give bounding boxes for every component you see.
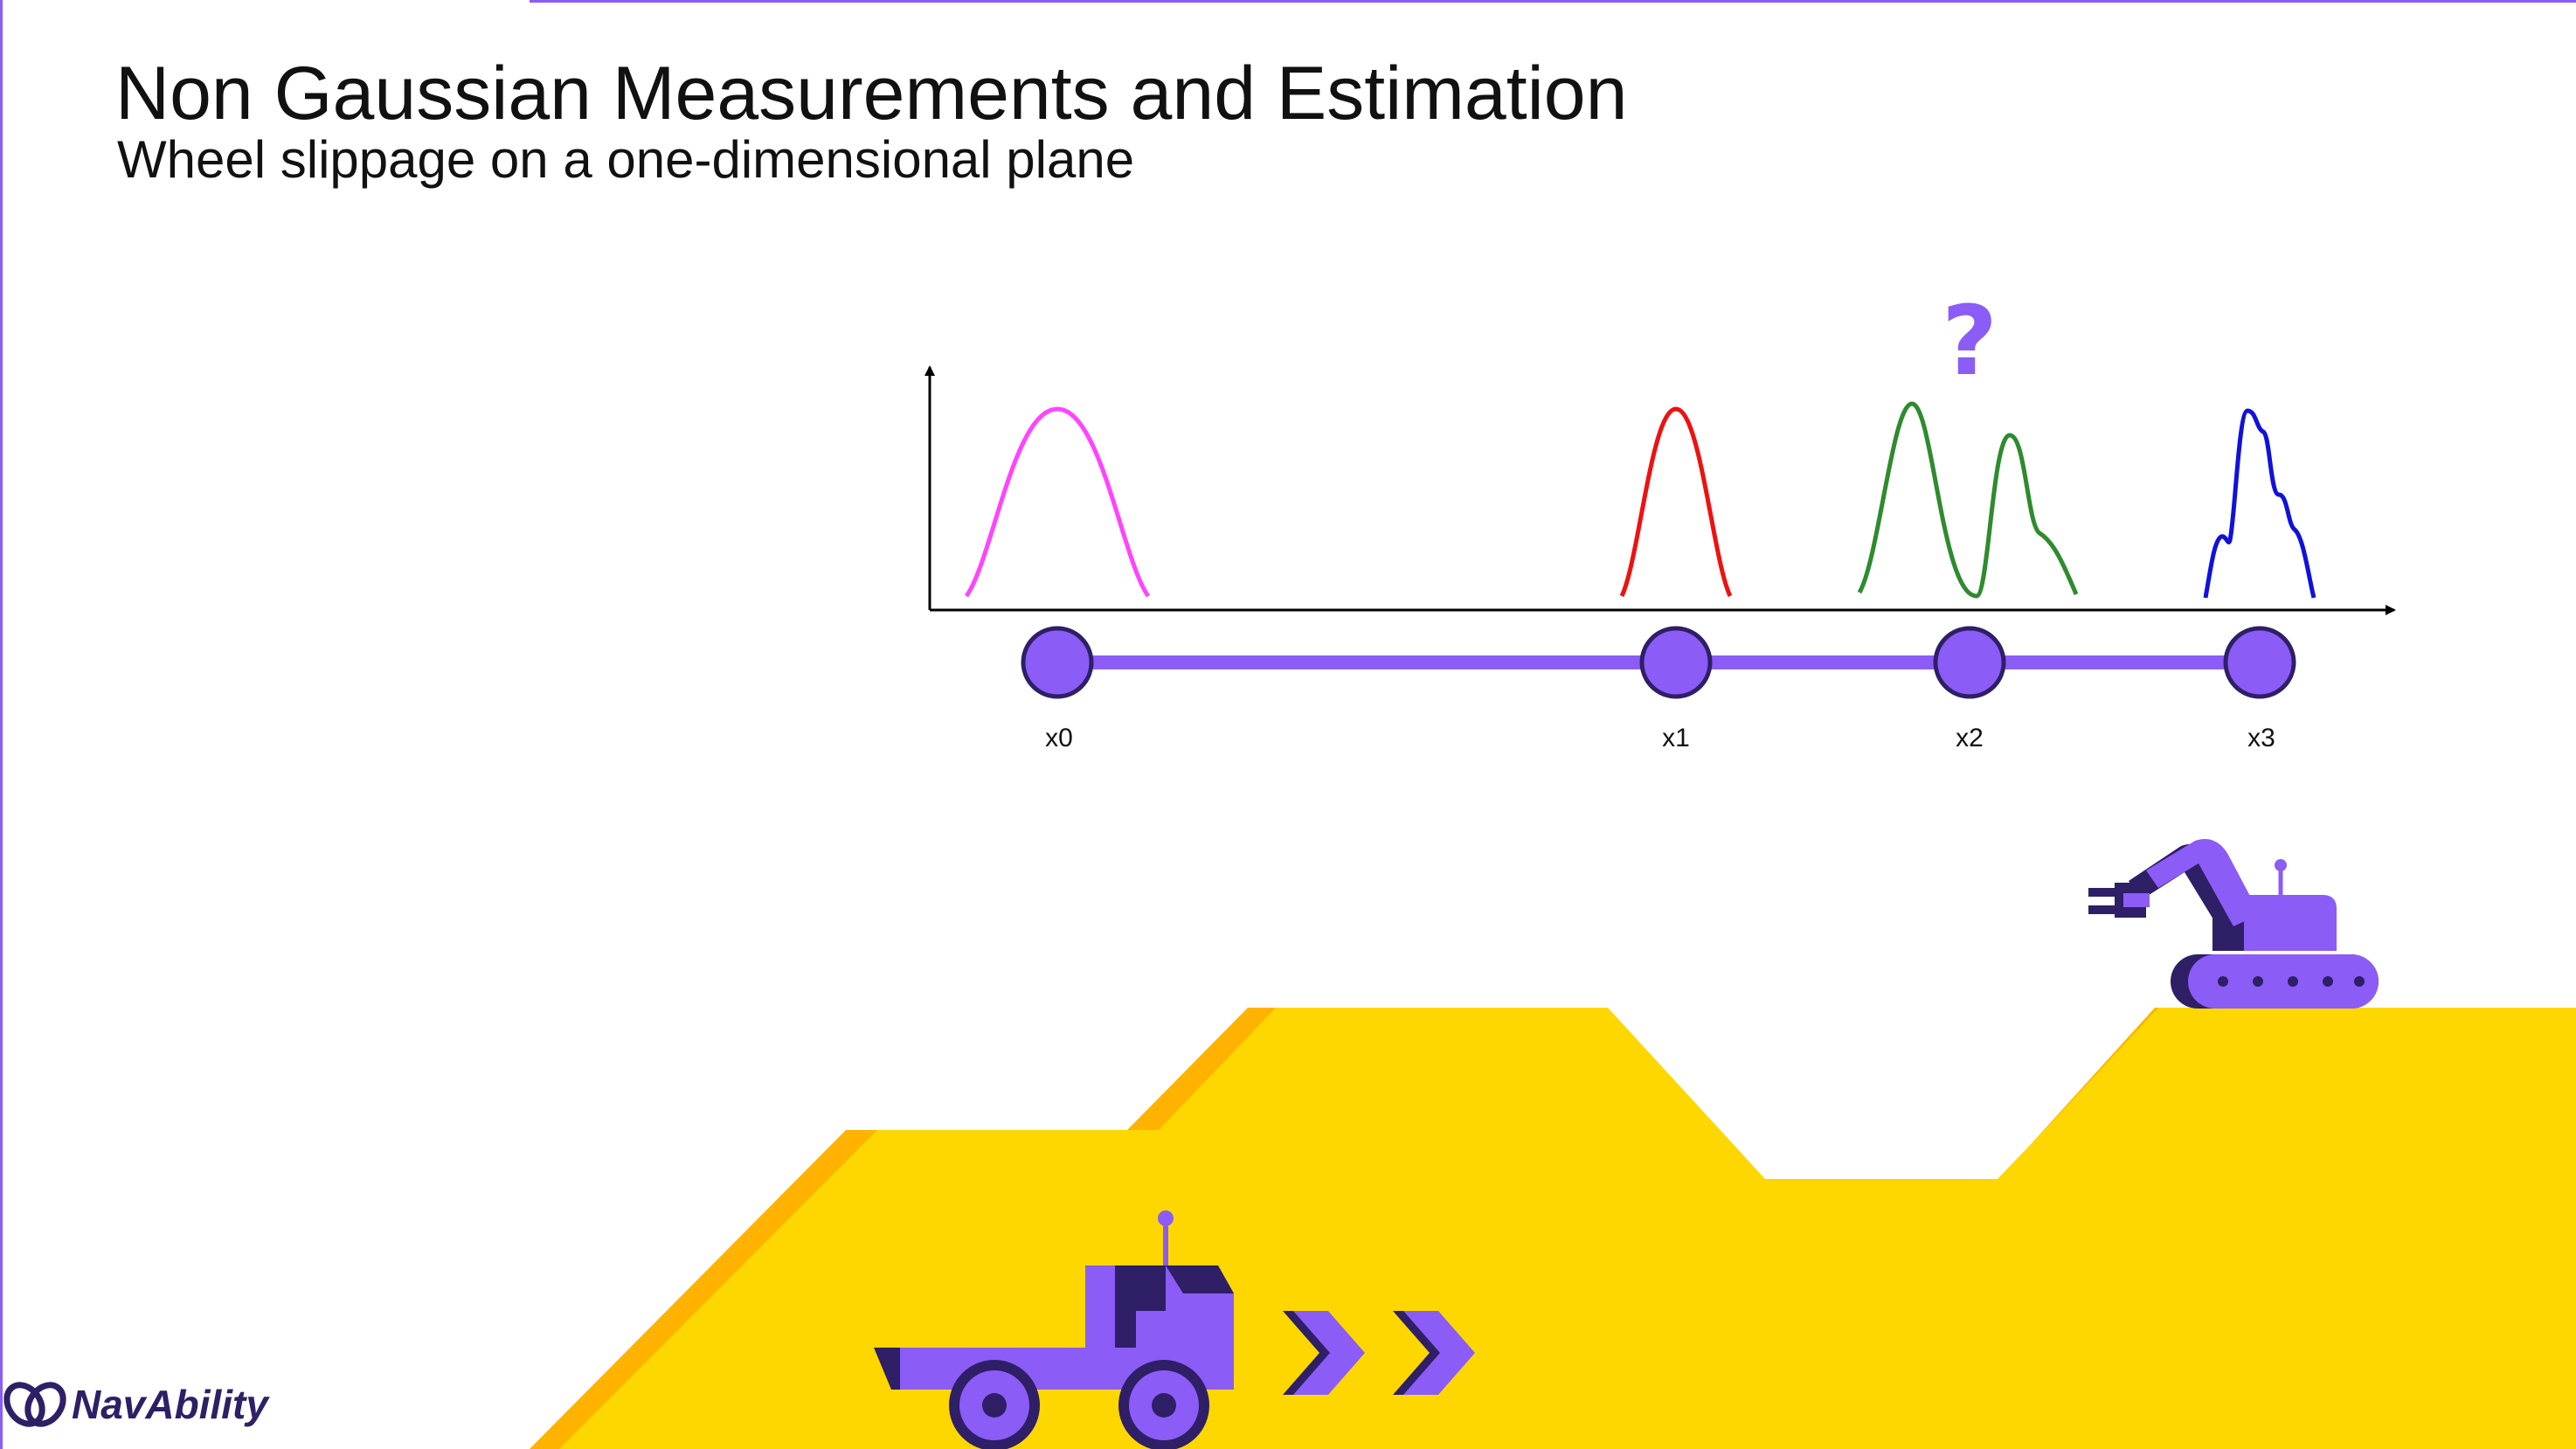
page-subtitle: Wheel slippage on a one-dimensional plan… [117, 130, 1135, 189]
navability-logo-text: NavAbility [72, 1382, 268, 1427]
navability-knot-icon [3, 1382, 66, 1427]
motion-chevrons-icon [1283, 1311, 1475, 1395]
node-x1[interactable] [1639, 626, 1713, 699]
truck-icon [874, 1210, 1234, 1449]
node-x2[interactable] [1933, 626, 2006, 699]
frame-left-border [0, 0, 3, 1449]
node-label-x3: x3 [2247, 724, 2275, 752]
node-label-x0: x0 [1045, 724, 1073, 752]
terrain [530, 1008, 2576, 1449]
plot-axes [924, 365, 2396, 615]
robot-arm-icon [2088, 839, 2379, 1009]
node-x0[interactable] [1021, 626, 1094, 699]
x1-distribution-curve [1619, 406, 1733, 598]
node-label-x2: x2 [1956, 724, 1984, 752]
page-title: Non Gaussian Measurements and Estimation [115, 52, 1628, 135]
node-x3[interactable] [2223, 626, 2296, 699]
navability-logo: NavAbility [3, 1374, 268, 1435]
frame-top-border [530, 0, 2576, 3]
x2-distribution-curve [1857, 401, 2079, 599]
node-label-x1: x1 [1662, 724, 1690, 752]
question-mark: ? [1942, 285, 1998, 397]
x3-distribution-curve [2203, 408, 2316, 599]
x0-distribution-curve [964, 406, 1151, 598]
